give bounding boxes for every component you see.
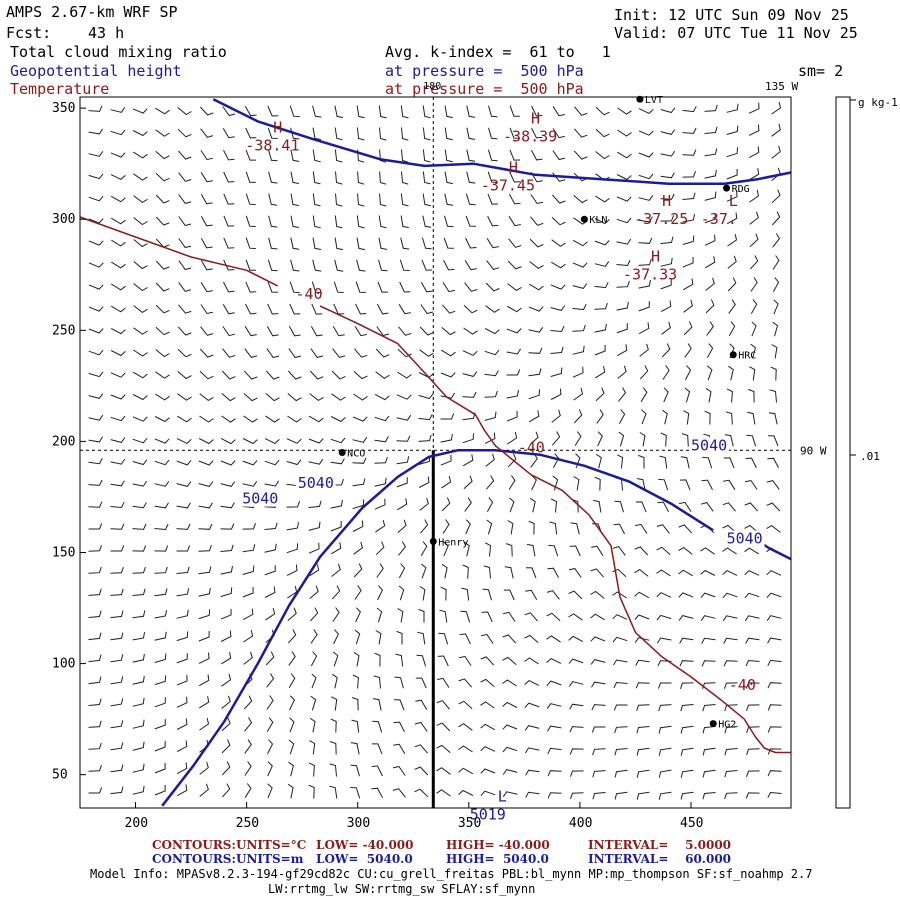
station-label: Henry [438, 537, 468, 548]
extremum-marker: H [662, 192, 671, 210]
extremum-marker: H [273, 119, 282, 137]
height-contour-label: 5040 [727, 530, 763, 548]
y-tick-label: 150 [52, 545, 75, 560]
station-label: KLN [589, 215, 607, 226]
extremum-value: -37.45 [481, 177, 535, 195]
x-tick-label: 400 [569, 816, 592, 831]
model-info-line1: Model Info: MPASv8.2.3-194-gf29cd82c CU:… [90, 867, 813, 881]
station-label: NCO [347, 449, 365, 460]
footer-temp-interval: INTERVAL= 5.0000 [588, 838, 732, 852]
field-title-height: Geopotential height [10, 62, 182, 80]
y-tick-label: 300 [52, 212, 75, 227]
temperature-contour [79, 216, 279, 287]
axis-ticks: 200 250 300 350 400 450 50 100 150 200 250 300 350 [52, 101, 704, 831]
pressure-level-temperature: at pressure = 500 hPa [385, 80, 584, 98]
station-dot [338, 449, 346, 456]
station-label: LVT [645, 95, 663, 106]
temperature-contour [319, 305, 791, 754]
pressure-level-height: at pressure = 500 hPa [385, 62, 584, 80]
wind-barbs [88, 101, 782, 800]
station-label: HG2 [718, 720, 736, 731]
footer-height-high: HIGH= 5040.0 [446, 852, 549, 866]
field-title-temperature: Temperature [10, 80, 110, 98]
contour-label-bg [240, 490, 281, 507]
avg-kindex: Avg. k-index = 61 to 1 [385, 43, 611, 61]
extremum-marker: H [531, 110, 540, 128]
y-tick-label: 200 [52, 434, 75, 449]
height-contour-label: 5040 [691, 436, 727, 454]
station-dot [429, 537, 437, 545]
station-dot [729, 351, 737, 359]
height-contour-label: 5040 [298, 474, 334, 492]
extremum-marker: H [509, 159, 518, 177]
y-tick-label: 100 [52, 657, 75, 672]
field-title-cloud: Total cloud mixing ratio [10, 43, 227, 61]
y-tick-label: 350 [52, 101, 75, 116]
colorbar-tick-label: .01 [860, 450, 880, 463]
x-tick-label: 350 [458, 816, 481, 831]
extremum-value: -37. [701, 210, 737, 228]
contour-label-bg [295, 475, 336, 492]
footer-temp-units: UNITS=°C [236, 838, 307, 852]
extremum-marker: L [498, 787, 507, 805]
model-info-line2: LW:rrtmg_lw SW:rrtmg_sw SFLAY:sf_mynn [268, 882, 536, 896]
extremum-marker: H [651, 247, 660, 265]
contour-label-bg [724, 530, 765, 547]
extremum-value: -37.25 [634, 210, 688, 228]
footer-height-contours: CONTOURS: [152, 852, 236, 866]
y-tick-label: 250 [52, 323, 75, 338]
model-title: AMPS 2.67-km WRF SP [6, 3, 178, 21]
colorbar-units: g kg-1 [858, 96, 898, 109]
extremum-value: -38.41 [245, 137, 299, 155]
forecast-label: Fcst: [6, 24, 52, 42]
wind-barb-field [88, 101, 782, 800]
forecast-hours: 43 h [88, 24, 125, 42]
extremum-value: 5019 [470, 805, 506, 823]
y-tick-label: 50 [52, 768, 68, 783]
station-dot [580, 215, 588, 223]
x-tick-label: 250 [236, 816, 259, 831]
x-tick-label: 450 [680, 816, 703, 831]
init-time: Init: 12 UTC Sun 09 Nov 25 [614, 6, 849, 24]
height-contour [212, 98, 792, 185]
station-dot [709, 720, 717, 728]
contour-label-bg [689, 437, 730, 454]
colorbar [835, 96, 851, 809]
station-label: RDG [732, 184, 750, 195]
smoothing-label: sm= 2 [798, 62, 844, 80]
station-dot [723, 184, 731, 192]
footer-height-units: UNITS=m [236, 852, 304, 866]
height-contour [161, 449, 714, 807]
extremum-value: -38.39 [503, 128, 557, 146]
temperature-contour-label: -40 [729, 676, 756, 694]
footer-temp-contours: CONTOURS: [152, 838, 236, 852]
footer-height-low: LOW= 5040.0 [316, 852, 413, 866]
footer-height-interval: INTERVAL= 60.000 [588, 852, 732, 866]
crosshair-lines: 180 135 W 90 W [80, 80, 827, 808]
station-label: HRC [738, 351, 756, 362]
temperature-contour-label: -40 [518, 439, 545, 457]
valid-time: Valid: 07 UTC Tue 11 Nov 25 [614, 24, 858, 42]
longitude-label: 90 W [800, 444, 827, 457]
plot-frame [79, 96, 792, 809]
x-tick-label: 200 [125, 816, 148, 831]
footer-temp-low: LOW= -40.000 [316, 838, 414, 852]
longitude-label: 135 W [765, 80, 798, 93]
extremum-value: -37.33 [623, 265, 677, 283]
temperature-contour-label: -40 [296, 285, 323, 303]
footer-temp-high: HIGH= -40.000 [446, 838, 550, 852]
x-tick-label: 300 [347, 816, 370, 831]
longitude-label: 180 [423, 81, 441, 92]
height-contour-label: 5040 [242, 490, 278, 508]
extremum-marker: L [729, 192, 738, 210]
